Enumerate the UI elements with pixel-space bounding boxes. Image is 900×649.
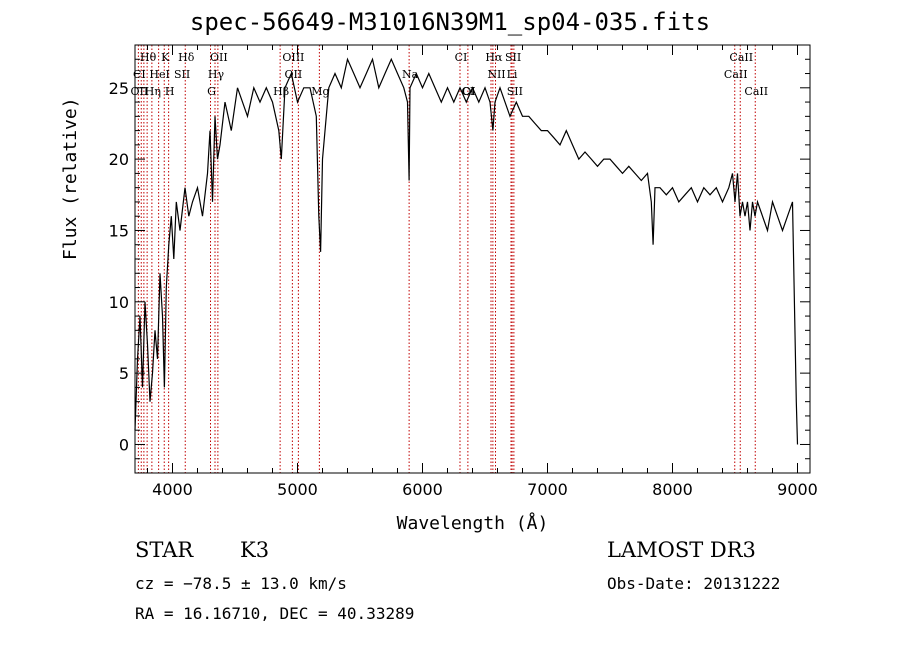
spectral-line-label: OI bbox=[462, 85, 475, 98]
spectral-line-label: OII bbox=[285, 68, 303, 81]
x-tick-label: 7000 bbox=[527, 480, 568, 499]
spectral-line-label: CaII bbox=[729, 51, 753, 64]
y-tick-label: 10 bbox=[109, 293, 129, 312]
spectral-line-label: OIII bbox=[282, 51, 304, 64]
spectral-line-label: Hγ bbox=[208, 68, 225, 81]
y-axis-label: Flux (relative) bbox=[60, 97, 81, 260]
obs-date: Obs-Date: 20131222 bbox=[607, 574, 781, 593]
redshift-value: cz = −78.5 ± 13.0 km/s bbox=[135, 574, 347, 593]
spectral-line-label: OII bbox=[210, 51, 228, 64]
spectral-line-label: CI bbox=[133, 68, 146, 81]
spectral-line-label: CaII bbox=[744, 85, 768, 98]
spectral-line-label: Hθ bbox=[140, 51, 157, 64]
x-tick-label: 9000 bbox=[777, 480, 818, 499]
spectral-line-label: Li bbox=[507, 68, 518, 81]
y-tick-label: 20 bbox=[109, 150, 129, 169]
plot-frame bbox=[134, 44, 811, 474]
spectrum-line bbox=[134, 57, 799, 445]
spectral-line-label: Na bbox=[402, 68, 419, 81]
chart-title: spec-56649-M31016N39M1_sp04-035.fits bbox=[189, 8, 711, 36]
coordinates: RA = 16.16710, DEC = 40.33289 bbox=[135, 604, 415, 623]
survey-name: LAMOST DR3 bbox=[607, 538, 756, 562]
y-tick-label: 25 bbox=[109, 79, 129, 98]
spectral-line-label: CI bbox=[455, 51, 468, 64]
x-tick-label: 5000 bbox=[277, 480, 318, 499]
spectral-line-label: Hα bbox=[485, 51, 503, 64]
spectral-line-label: CaII bbox=[724, 68, 748, 81]
spectral-line-label: Mg bbox=[311, 85, 329, 98]
y-tick-label: 0 bbox=[119, 435, 129, 454]
spectral-line-label: HeI bbox=[149, 68, 169, 81]
spectral-line-label: CI bbox=[461, 85, 474, 98]
spectral-line-label: SII bbox=[507, 85, 523, 98]
spectral-line-label: H bbox=[165, 85, 175, 98]
spectral-line-label: K bbox=[161, 51, 170, 64]
spectral-line-label: Hβ bbox=[273, 85, 289, 98]
x-tick-label: 6000 bbox=[402, 480, 443, 499]
object-class: STAR bbox=[135, 538, 194, 562]
spectral-line-label: Hδ bbox=[178, 51, 195, 64]
spectral-line-label: OII bbox=[131, 85, 149, 98]
y-tick-label: 15 bbox=[109, 221, 129, 240]
object-subclass: K3 bbox=[240, 538, 270, 562]
spectral-line-label: NII bbox=[487, 68, 505, 81]
spectral-line-label: SII bbox=[174, 68, 190, 81]
x-axis-label: Wavelength (Å) bbox=[397, 512, 549, 534]
y-tick-label: 5 bbox=[119, 364, 129, 383]
x-tick-label: 4000 bbox=[152, 480, 193, 499]
x-tick-label: 8000 bbox=[652, 480, 693, 499]
spectral-line-label: G bbox=[207, 85, 216, 98]
spectral-line-label: SII bbox=[505, 51, 521, 64]
spectral-line-label: Hη bbox=[145, 85, 161, 98]
